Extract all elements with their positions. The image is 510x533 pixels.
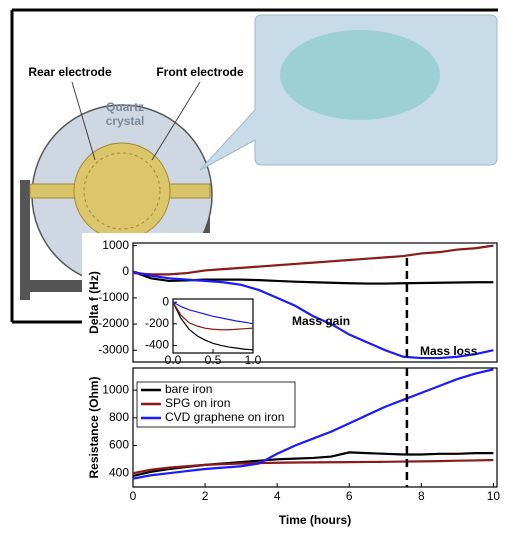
legend-box [136,381,296,428]
series-line [172,301,254,351]
legend-label: CVD graphene on iron [165,410,284,424]
stand-base [20,280,90,292]
stand-leg [20,180,30,300]
y-tick-label: -400 [145,338,169,352]
y-axis-label: Resistance (Ohm) [87,376,101,478]
series-line [132,458,494,475]
x-tick-label: 4 [274,489,281,503]
x-tick-label: 1.0 [245,353,262,367]
y-tick-label: 0 [122,264,129,278]
y-tick-label: 1000 [102,238,129,252]
series-line [132,368,494,480]
y-tick-label: -2000 [98,316,129,330]
y-tick-label: -3000 [98,342,129,356]
x-tick-label: 0.5 [205,353,222,367]
x-tick-label: 8 [418,489,425,503]
y-tick-label: 400 [109,465,129,479]
electrode [73,142,171,240]
y-tick-label: -200 [145,316,169,330]
diagram-label-box: Quartz crystal [105,100,145,128]
x-tick-label: 2 [202,489,209,503]
diagram-label: Quartz crystal [105,100,145,128]
x-tick-label: 10 [487,489,501,503]
pointer [71,81,96,161]
plot-area [172,298,254,354]
series-line [132,270,494,360]
x-tick-label: 0.0 [165,353,182,367]
y-tick-label: 800 [109,410,129,424]
pointer [151,81,201,161]
annotation: Mass loss [420,344,478,358]
y-axis-label: Delta f (Hz) [87,271,101,334]
series-line [172,301,254,325]
x-tick-label: 0 [130,489,137,503]
series-line [172,301,254,331]
y-tick-label: 0 [162,294,169,308]
electrode-rim [83,152,161,230]
device-diagram: Rear electrode Front electrode Quartz cr… [10,8,510,324]
diagram-label: Front electrode [156,65,244,79]
legend-label: SPG on iron [165,396,230,410]
annotation: Mass gain [292,314,350,328]
x-axis-label: Time (hours) [279,513,351,527]
molecule-model [280,30,440,120]
y-tick-label: -1000 [98,290,129,304]
legend-label: bare iron [165,382,212,396]
x-tick-label: 6 [346,489,353,503]
y-tick-label: 1000 [102,382,129,396]
y-tick-label: 600 [109,438,129,452]
diagram-label: Rear electrode [28,65,112,79]
series-line [132,244,494,276]
